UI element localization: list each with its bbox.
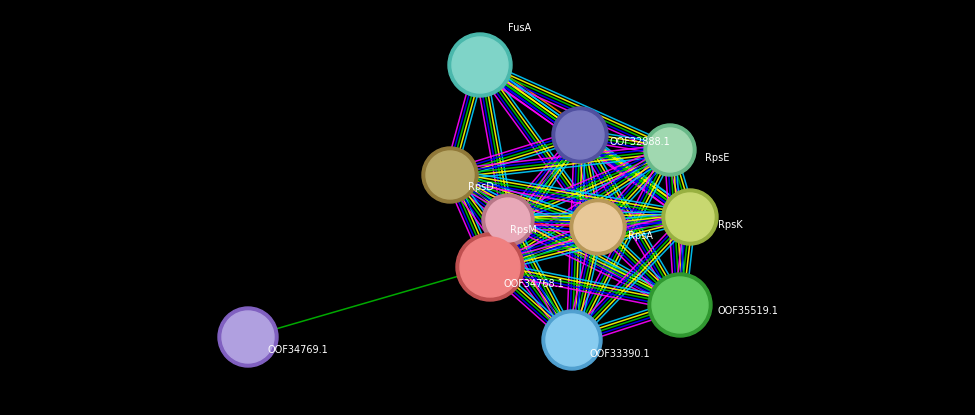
Circle shape [448,33,512,97]
Circle shape [648,128,692,172]
Text: RpsA: RpsA [628,231,653,241]
Circle shape [222,311,274,363]
Text: RpsK: RpsK [718,220,743,230]
Circle shape [542,310,602,370]
Text: RpsM: RpsM [510,225,537,235]
Circle shape [662,189,718,245]
Circle shape [652,277,708,333]
Text: OOF35519.1: OOF35519.1 [718,306,779,316]
Text: FusA: FusA [508,23,531,33]
Text: OOF34769.1: OOF34769.1 [268,345,329,355]
Circle shape [218,307,278,367]
Circle shape [460,237,520,297]
Text: RpsD: RpsD [468,182,494,192]
Circle shape [426,151,474,199]
Circle shape [546,314,598,366]
Circle shape [422,147,478,203]
Circle shape [552,107,608,163]
Text: OOF34768.1: OOF34768.1 [504,279,565,289]
Circle shape [556,111,604,159]
Circle shape [574,203,622,251]
Circle shape [648,273,712,337]
Circle shape [486,198,530,242]
Text: OOF33390.1: OOF33390.1 [590,349,650,359]
Text: OOF32888.1: OOF32888.1 [610,137,671,147]
Circle shape [570,199,626,255]
Circle shape [482,194,534,246]
Text: RpsE: RpsE [705,153,729,163]
Circle shape [666,193,714,241]
Circle shape [452,37,508,93]
Circle shape [644,124,696,176]
Circle shape [456,233,524,301]
